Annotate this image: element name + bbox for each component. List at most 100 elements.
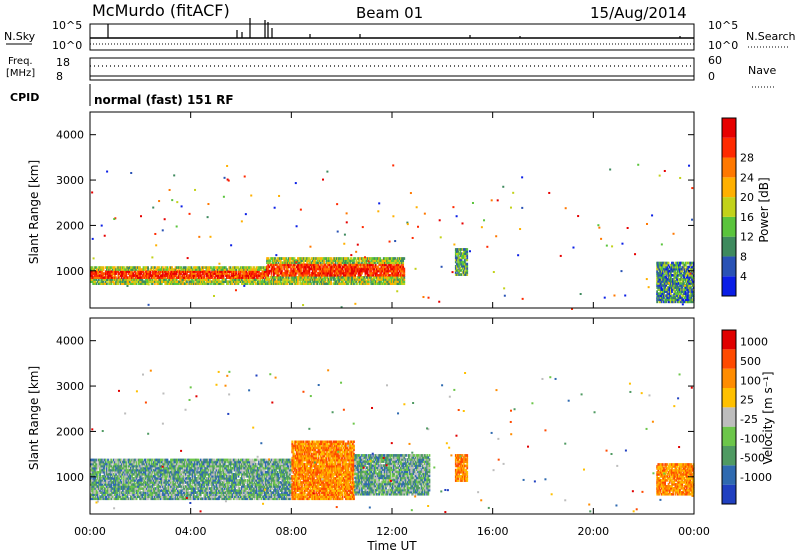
- heatmap-cell: [298, 267, 300, 271]
- heatmap-cell: [96, 268, 99, 271]
- heatmap-cell: [375, 265, 378, 269]
- heatmap-cell: [349, 269, 352, 273]
- heatmap-cell: [466, 266, 469, 270]
- heatmap-cell: [292, 267, 295, 271]
- heatmap-cell: [130, 282, 132, 286]
- heatmap-cell: [174, 458, 177, 462]
- heatmap-cell: [277, 261, 280, 265]
- heatmap-cell: [334, 261, 337, 265]
- heatmap-cell: [658, 296, 661, 300]
- heatmap-cell: [400, 259, 402, 262]
- heatmap-cell: [285, 276, 288, 279]
- heatmap-cell: [243, 280, 246, 283]
- heatmap-cell: [119, 485, 122, 488]
- heatmap-cell: [691, 288, 694, 291]
- heatmap-cell: [401, 280, 403, 283]
- heatmap-cell: [232, 268, 235, 271]
- heatmap-cell: [664, 269, 667, 273]
- heatmap-cell: [116, 466, 119, 470]
- heatmap-cell: [98, 487, 100, 490]
- heatmap-cell: [148, 477, 151, 480]
- heatmap-cell: [303, 271, 306, 275]
- heatmap-cell: [139, 472, 141, 476]
- scatter-cell: [336, 230, 339, 233]
- heatmap-cell: [313, 273, 315, 277]
- heatmap-cell: [133, 495, 136, 499]
- heatmap-cell: [380, 278, 383, 281]
- heatmap-cell: [203, 280, 205, 283]
- heatmap-cell: [167, 481, 170, 484]
- heatmap-cell: [127, 468, 130, 472]
- heatmap-cell: [141, 460, 144, 464]
- heatmap-cell: [200, 276, 203, 279]
- heatmap-cell: [235, 282, 238, 286]
- heatmap-cell: [367, 278, 370, 281]
- heatmap-cell: [163, 474, 165, 478]
- heatmap-cell: [144, 489, 147, 492]
- heatmap-cell: [170, 483, 172, 486]
- heatmap-cell: [316, 273, 319, 277]
- heatmap-cell: [160, 282, 163, 286]
- heatmap-cell: [456, 266, 458, 270]
- heatmap-cell: [174, 497, 177, 501]
- heatmap-cell: [107, 470, 109, 474]
- heatmap-cell: [677, 269, 680, 273]
- heatmap-cell: [107, 274, 109, 277]
- heatmap-cell: [138, 472, 140, 476]
- heatmap-cell: [226, 268, 228, 271]
- heatmap-cell: [689, 261, 692, 265]
- heatmap-cell: [146, 270, 148, 273]
- heatmap-cell: [372, 282, 375, 286]
- heatmap-cell: [149, 481, 152, 484]
- heatmap-cell: [171, 282, 173, 286]
- heatmap-cell: [107, 276, 109, 279]
- heatmap-cell: [337, 257, 339, 260]
- heatmap-cell: [172, 462, 175, 466]
- heatmap-cell: [106, 472, 108, 476]
- heatmap-cell: [687, 290, 689, 293]
- heatmap-cell: [151, 270, 154, 273]
- heatmap-cell: [679, 265, 681, 269]
- heatmap-cell: [162, 458, 164, 462]
- heatmap-cell: [125, 270, 128, 273]
- heatmap-cell: [132, 466, 135, 470]
- heatmap-cell: [676, 265, 679, 269]
- heatmap-cell: [115, 268, 117, 271]
- heatmap-cell: [299, 257, 302, 260]
- heatmap-cell: [237, 268, 240, 271]
- heatmap-cell: [202, 272, 204, 275]
- heatmap-cell: [149, 493, 152, 496]
- heatmap-cell: [198, 280, 201, 283]
- heatmap-cell: [340, 280, 343, 283]
- heatmap-cell: [262, 270, 265, 273]
- heatmap-cell: [675, 273, 678, 277]
- heatmap-cell: [290, 280, 292, 283]
- heatmap-cell: [659, 263, 662, 267]
- heatmap-cell: [103, 491, 106, 494]
- heatmap-cell: [302, 269, 305, 273]
- heatmap-cell: [658, 280, 661, 283]
- heatmap-cell: [148, 479, 151, 482]
- heatmap-cell: [457, 269, 459, 272]
- heatmap-cell: [684, 288, 687, 291]
- heatmap-cell: [182, 278, 185, 281]
- heatmap-cell: [663, 273, 665, 277]
- heatmap-cell: [687, 294, 689, 298]
- heatmap-cell: [403, 282, 406, 286]
- heatmap-cell: [91, 483, 93, 486]
- heatmap-cell: [236, 280, 239, 283]
- heatmap-cell: [167, 464, 170, 468]
- heatmap-cell: [167, 272, 170, 275]
- heatmap-cell: [103, 497, 106, 501]
- heatmap-cell: [91, 266, 93, 269]
- heatmap-cell: [157, 483, 160, 486]
- heatmap-cell: [297, 267, 299, 271]
- heatmap-cell: [665, 288, 668, 291]
- heatmap-cell: [375, 282, 378, 286]
- heatmap-cell: [119, 278, 122, 281]
- heatmap-cell: [668, 286, 671, 289]
- heatmap-cell: [131, 483, 133, 486]
- heatmap-cell: [688, 265, 691, 269]
- heatmap-cell: [300, 271, 303, 275]
- scatter-cell: [230, 244, 233, 247]
